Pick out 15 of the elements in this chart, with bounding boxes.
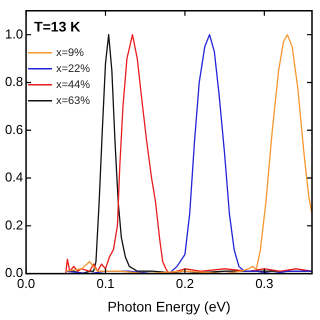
annotation: T=13 K (34, 18, 80, 35)
x-axis-title: Photon Energy (eV) (108, 298, 231, 314)
legend-label: x=22% (56, 62, 90, 75)
y-tick-label: 0.6 (4, 122, 24, 137)
y-tick-label: 1.0 (4, 26, 24, 42)
x-tick-label: 0.2 (176, 276, 194, 291)
legend-label: x=9% (56, 46, 84, 59)
x-tick-label: 0.3 (255, 276, 274, 291)
y-tick-label: 0.2 (4, 217, 24, 232)
legend-label: x=63% (56, 94, 90, 107)
legend-label: x=44% (56, 78, 90, 91)
y-tick-label: 0.4 (4, 170, 24, 185)
x-tick-label: 0.1 (96, 276, 115, 291)
y-tick-label: 0.8 (4, 74, 24, 90)
x-tick-label: 0.0 (17, 276, 36, 291)
